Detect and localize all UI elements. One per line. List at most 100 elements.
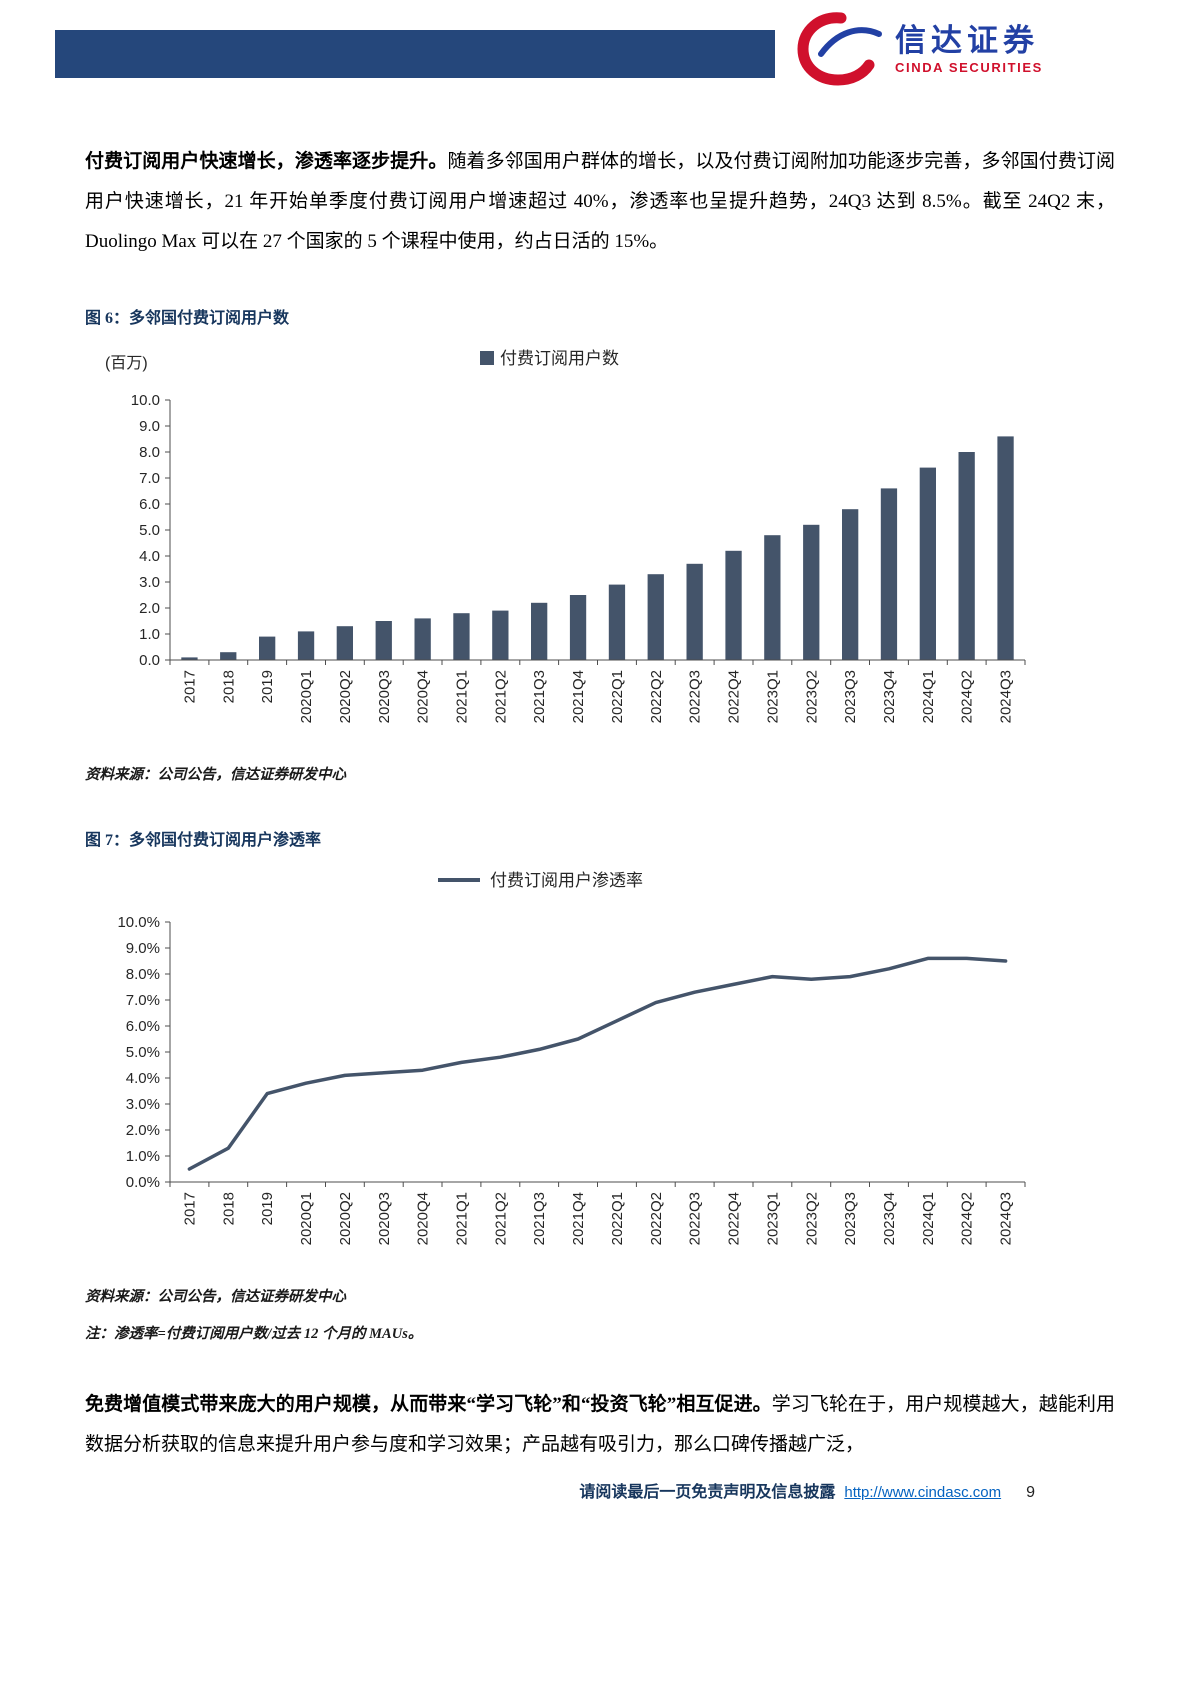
legend: 付费订阅用户渗透率 <box>438 871 643 890</box>
svg-text:2020Q3: 2020Q3 <box>376 1192 393 1245</box>
svg-text:付费订阅用户渗透率: 付费订阅用户渗透率 <box>490 871 643 890</box>
bar <box>336 626 353 660</box>
svg-text:7.0: 7.0 <box>139 470 160 487</box>
intro-lead-sentence: 付费订阅用户快速增长，渗透率逐步提升。 <box>85 151 448 172</box>
svg-text:2023Q4: 2023Q4 <box>881 670 898 723</box>
svg-text:2023Q3: 2023Q3 <box>842 670 859 723</box>
bar <box>453 613 470 660</box>
svg-text:2018: 2018 <box>220 670 237 703</box>
brand-name-en: CINDA SECURITIES <box>895 60 1043 76</box>
svg-text:2021Q4: 2021Q4 <box>570 670 587 723</box>
bar <box>803 524 820 660</box>
bar <box>569 595 587 660</box>
svg-text:2023Q1: 2023Q1 <box>764 1192 781 1245</box>
svg-text:2021Q1: 2021Q1 <box>454 1192 471 1245</box>
svg-text:3.0: 3.0 <box>139 574 160 591</box>
bar <box>997 436 1014 660</box>
svg-text:2022Q3: 2022Q3 <box>687 670 704 723</box>
svg-text:1.0: 1.0 <box>139 626 160 643</box>
svg-text:2022Q4: 2022Q4 <box>726 670 743 723</box>
bar <box>375 621 392 660</box>
bar <box>414 618 431 660</box>
brand-name-cn: 信达证券 <box>895 22 1039 58</box>
figure7-source: 资料来源：公司公告，信达证券研发中心 <box>85 1289 346 1305</box>
bar-chart-svg: 付费订阅用户数 (百万) 0.0 1.0 2.0 3.0 4.0 5.0 6.0 7.0 8.0 9.… <box>105 349 1026 723</box>
svg-text:2024Q1: 2024Q1 <box>920 670 937 723</box>
company-logo: 信达证券 CINDA SECURITIES <box>795 10 1043 88</box>
svg-text:2024Q1: 2024Q1 <box>920 1192 937 1245</box>
svg-text:5.0%: 5.0% <box>126 1044 160 1061</box>
intro-body-text: 随着多邻国用户群体的增长，以及付费订阅附加功能逐步完善，多邻国付费订阅用户快速增… <box>85 151 1115 252</box>
svg-text:8.0: 8.0 <box>139 444 160 461</box>
legend: 付费订阅用户数 <box>480 349 619 368</box>
footer-link[interactable]: http://www.cindasc.com <box>844 1484 1002 1501</box>
svg-text:2021Q3: 2021Q3 <box>531 1192 548 1245</box>
svg-text:2022Q3: 2022Q3 <box>687 1192 704 1245</box>
figure6-source: 资料来源：公司公告，信达证券研发中心 <box>85 767 346 783</box>
footer-disclaimer: 请阅读最后一页免责声明及信息披露 <box>579 1484 836 1501</box>
svg-text:2023Q1: 2023Q1 <box>764 670 781 723</box>
svg-text:2024Q3: 2024Q3 <box>998 1192 1015 1245</box>
svg-text:2020Q4: 2020Q4 <box>415 1192 432 1245</box>
bar <box>220 652 237 660</box>
closing-body-text: 学习飞轮在于，用户规模越大，越能利用数据分析获取的信息来提升用户参与度和学习效果… <box>85 1394 1115 1455</box>
svg-text:4.0%: 4.0% <box>126 1070 160 1087</box>
svg-text:10.0%: 10.0% <box>117 914 160 931</box>
y-axis-unit-label: (百万) <box>105 355 148 372</box>
svg-text:2020Q4: 2020Q4 <box>415 670 432 723</box>
svg-text:4.0: 4.0 <box>139 548 160 565</box>
trend-line <box>187 956 1008 1171</box>
svg-text:2020Q2: 2020Q2 <box>337 1192 354 1245</box>
svg-text:2020Q1: 2020Q1 <box>298 670 315 723</box>
bar <box>764 535 781 660</box>
bar <box>958 452 975 660</box>
svg-text:2017: 2017 <box>181 670 198 703</box>
bar <box>492 610 509 660</box>
svg-text:2019: 2019 <box>259 1192 276 1225</box>
svg-text:2020Q1: 2020Q1 <box>298 1192 315 1245</box>
figure7-title: 图 7：多邻国付费订阅用户渗透率 <box>85 832 322 849</box>
svg-text:2022Q4: 2022Q4 <box>726 1192 743 1245</box>
figure7-line-chart: 付费订阅用户渗透率 0.0% 1.0% 2.0% 3.0% 4.0% 5.0% 6.0% 7.0… <box>85 862 1035 1277</box>
svg-text:2021Q3: 2021Q3 <box>531 670 548 723</box>
svg-text:9.0: 9.0 <box>139 418 160 435</box>
bar <box>686 563 703 660</box>
svg-text:2023Q2: 2023Q2 <box>803 670 820 723</box>
svg-text:5.0: 5.0 <box>139 522 160 539</box>
svg-text:2023Q2: 2023Q2 <box>803 1192 820 1245</box>
closing-lead-sentence: 免费增值模式带来庞大的用户规模，从而带来“学习飞轮”和“投资飞轮”相互促进。 <box>85 1394 772 1415</box>
svg-text:10.0: 10.0 <box>131 392 160 409</box>
figure6-bar-chart: 付费订阅用户数 (百万) 0.0 1.0 2.0 3.0 4.0 5.0 6.0 7.0 8.0 9.… <box>85 340 1035 755</box>
page-footer: 请阅读最后一页免责声明及信息披露 http://www.cindasc.com … <box>85 1478 1035 1502</box>
svg-text:2022Q1: 2022Q1 <box>609 670 626 723</box>
line-chart-svg: 付费订阅用户渗透率 0.0% 1.0% 2.0% 3.0% 4.0% 5.0% 6.0% 7.0… <box>117 871 1026 1245</box>
svg-text:2023Q3: 2023Q3 <box>842 1192 859 1245</box>
figure6-title: 图 6：多邻国付费订阅用户数 <box>85 310 290 327</box>
intro-paragraph: 付费订阅用户快速增长，渗透率逐步提升。随着多邻国用户群体的增长，以及付费订阅附加… <box>85 142 1115 262</box>
svg-text:2021Q2: 2021Q2 <box>492 1192 509 1245</box>
svg-text:2020Q2: 2020Q2 <box>337 670 354 723</box>
svg-text:1.0%: 1.0% <box>126 1148 160 1165</box>
bar <box>531 602 548 660</box>
svg-text:0.0%: 0.0% <box>126 1174 160 1191</box>
svg-text:6.0%: 6.0% <box>126 1018 160 1035</box>
svg-text:2020Q3: 2020Q3 <box>376 670 393 723</box>
bar <box>259 636 276 660</box>
figure7-note: 注：渗透率=付费订阅用户数/过去 12 个月的 MAUs。 <box>85 1326 423 1342</box>
svg-text:2021Q1: 2021Q1 <box>454 670 471 723</box>
svg-text:2024Q2: 2024Q2 <box>959 670 976 723</box>
header-band <box>55 30 775 78</box>
svg-text:2024Q3: 2024Q3 <box>998 670 1015 723</box>
svg-text:付费订阅用户数: 付费订阅用户数 <box>500 349 619 368</box>
svg-text:2019: 2019 <box>259 670 276 703</box>
bar <box>880 488 898 660</box>
svg-text:2.0: 2.0 <box>139 600 160 617</box>
svg-text:2022Q2: 2022Q2 <box>648 1192 665 1245</box>
bar <box>919 467 936 660</box>
brand-text: 信达证券 CINDA SECURITIES <box>895 23 1043 76</box>
bar <box>608 584 626 660</box>
svg-text:0.0: 0.0 <box>139 652 160 669</box>
bar <box>181 657 198 660</box>
svg-text:2024Q2: 2024Q2 <box>959 1192 976 1245</box>
closing-paragraph: 免费增值模式带来庞大的用户规模，从而带来“学习飞轮”和“投资飞轮”相互促进。学习… <box>85 1385 1115 1465</box>
